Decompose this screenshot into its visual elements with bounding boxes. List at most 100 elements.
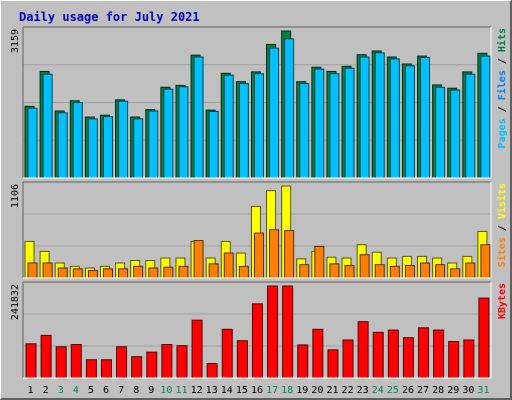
bar-sites-day-18 [284,230,295,279]
bar-sites-day-7 [118,268,129,279]
bar-pages-day-29 [450,89,461,179]
legend-item-kbytes: KBytes [497,283,508,319]
bar-pages-day-7 [118,100,129,179]
x-tick-label-day-28: 28 [432,385,444,396]
chart-panel-1: 3159 Pages / Files / Hits [10,26,508,179]
chart-panel-2: 1106 Sites / Visits [10,181,508,279]
bar-sites-day-1 [27,262,38,279]
bar-pages-day-12 [193,56,204,179]
legend-item-sites: Sites [496,237,508,267]
bar-pages-day-18 [284,38,295,179]
bar-pages-day-16 [253,73,264,179]
bar-sites-day-15 [238,265,249,279]
bar-sites-day-11 [178,265,189,279]
bar-kbytes-day-3 [55,346,67,379]
x-tick-label-day-14: 14 [221,385,233,396]
bar-kbytes-day-11 [176,345,188,379]
bar-kbytes-day-22 [342,339,354,379]
bar-kbytes-day-18 [282,285,294,379]
bar-kbytes-day-6 [100,359,112,379]
bar-pages-day-27 [420,56,431,179]
bar-pages-day-9 [148,110,159,179]
bar-pages-day-10 [163,88,174,179]
legend-item-hits: Hits [496,28,508,52]
x-tick-label-day-1: 1 [28,385,34,396]
bar-sites-day-4 [72,268,83,279]
bar-kbytes-day-12 [191,319,203,379]
legend-separator: / [497,219,508,237]
bar-pages-day-6 [102,116,113,179]
bar-sites-day-20 [314,245,325,279]
bar-kbytes-day-29 [448,340,460,379]
x-tick-label-day-17: 17 [266,385,278,396]
bar-sites-day-16 [253,232,264,279]
x-tick-label-day-30: 30 [462,385,474,396]
x-axis-labels: 1 2 3 4 5 6 7 8 9 10 11 12 13 14 15 16 17 18 19 20 21 22 23 24 2… [28,385,490,396]
x-tick-label-day-2: 2 [43,385,49,396]
x-tick-label-day-5: 5 [88,385,94,396]
bar-sites-day-24 [374,264,385,279]
x-tick-label-day-24: 24 [372,385,384,396]
y-axis-max-label: 3159 [10,29,21,53]
legend-separator: / [497,100,508,118]
x-tick-label-day-31: 31 [477,385,489,396]
bar-sites-day-28 [435,264,446,279]
bar-sites-day-5 [87,270,98,279]
x-tick-label-day-7: 7 [118,385,124,396]
bar-pages-day-4 [72,102,83,179]
bar-sites-day-6 [102,268,113,279]
x-tick-label-day-10: 10 [160,385,172,396]
bar-pages-day-31 [480,55,491,179]
bar-pages-day-11 [178,86,189,179]
bar-pages-day-14 [223,74,234,179]
x-tick-label-day-11: 11 [175,385,187,396]
bar-sites-day-30 [465,262,476,279]
legend-item-visits: Visits [496,183,508,219]
bar-sites-day-19 [299,264,310,279]
x-tick-label-day-21: 21 [326,385,338,396]
bar-pages-day-22 [344,67,355,179]
bar-sites-day-8 [133,265,144,279]
x-tick-label-day-27: 27 [417,385,429,396]
x-tick-label-day-15: 15 [236,385,248,396]
x-tick-label-day-19: 19 [296,385,308,396]
bar-pages-day-15 [238,83,249,179]
bar-kbytes-day-14 [221,328,233,379]
bar-kbytes-day-27 [418,327,430,379]
x-tick-label-day-25: 25 [387,385,399,396]
bar-pages-day-21 [329,73,340,179]
bar-sites-day-22 [344,265,355,279]
bar-kbytes-day-19 [297,344,309,379]
x-tick-label-day-26: 26 [402,385,414,396]
bar-sites-day-2 [42,262,53,279]
bar-sites-day-14 [223,252,234,279]
bar-kbytes-day-7 [116,346,128,379]
bar-pages-day-23 [359,56,370,179]
legend: KBytes [497,283,508,319]
bar-sites-day-3 [57,267,68,279]
legend-item-pages: Pages [497,118,508,148]
bar-kbytes-day-20 [312,328,324,379]
x-tick-label-day-8: 8 [133,385,139,396]
bar-kbytes-day-23 [357,321,369,379]
bar-kbytes-day-24 [372,331,384,379]
bar-kbytes-day-26 [402,337,414,379]
x-tick-label-day-12: 12 [191,385,203,396]
x-tick-label-day-16: 16 [251,385,263,396]
bar-kbytes-day-16 [251,303,263,379]
bar-pages-day-20 [314,68,325,179]
x-tick-label-day-18: 18 [281,385,293,396]
y-axis-max-label: 1106 [10,184,21,208]
bar-kbytes-day-8 [131,356,143,379]
bar-pages-day-13 [208,110,219,179]
bar-pages-day-3 [57,112,68,179]
y-axis-max-label: 241832 [10,284,21,320]
bar-pages-day-30 [465,73,476,179]
bar-sites-day-9 [148,267,159,279]
bar-sites-day-10 [163,266,174,279]
x-tick-label-day-3: 3 [58,385,64,396]
bar-kbytes-day-5 [85,359,97,379]
x-tick-label-day-9: 9 [148,385,154,396]
